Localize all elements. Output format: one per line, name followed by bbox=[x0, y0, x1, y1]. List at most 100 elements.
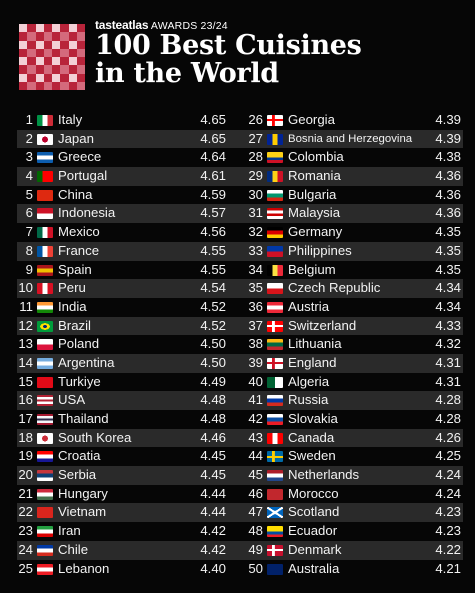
flag-icon bbox=[267, 432, 283, 444]
rank-number: 31 bbox=[248, 205, 263, 221]
checkered-logo-icon bbox=[19, 24, 85, 90]
cuisine-score: 4.24 bbox=[435, 467, 461, 483]
cuisine-name: Australia bbox=[288, 560, 340, 576]
rank-number: 41 bbox=[248, 392, 263, 408]
rank-number: 11 bbox=[19, 298, 33, 314]
cuisine-score: 4.55 bbox=[200, 242, 226, 258]
ranking-entry: 14 Argentina 4.50 bbox=[17, 354, 240, 373]
logo-square bbox=[52, 81, 61, 90]
cuisine-score: 4.36 bbox=[435, 205, 461, 221]
logo-square bbox=[43, 48, 52, 57]
flag-icon bbox=[267, 526, 283, 538]
ranking-entry: 13 Poland 4.50 bbox=[17, 335, 240, 354]
cuisine-name: Netherlands bbox=[288, 467, 360, 483]
table-row: 11 India 4.52 36 Austria 4.34 bbox=[17, 298, 463, 317]
logo-square bbox=[19, 40, 28, 49]
cuisine-score: 4.44 bbox=[200, 485, 226, 501]
ranking-entry: 23 Iran 4.42 bbox=[17, 522, 240, 541]
table-row: 18 South Korea 4.46 43 Canada 4.26 bbox=[17, 428, 463, 448]
cuisine-name: Canada bbox=[288, 429, 335, 445]
logo-square bbox=[52, 48, 61, 57]
cuisine-name: Czech Republic bbox=[288, 280, 381, 296]
logo-square bbox=[35, 81, 44, 90]
rank-number: 25 bbox=[18, 560, 33, 576]
ranking-entry: 35 Czech Republic 4.34 bbox=[245, 279, 463, 298]
table-row: 1 Italy 4.65 26 Georgia 4.39 bbox=[17, 111, 463, 130]
logo-square bbox=[76, 57, 85, 66]
flag-icon bbox=[37, 544, 53, 556]
ranking-entry: 39 England 4.31 bbox=[245, 354, 463, 373]
brand-line: tasteatlas AWARDS 23/24 bbox=[95, 18, 228, 32]
logo-square bbox=[68, 73, 77, 82]
flag-icon bbox=[37, 357, 53, 369]
brand-award: AWARDS 23/24 bbox=[150, 20, 228, 32]
cuisine-name: Iran bbox=[58, 523, 81, 539]
rank-number: 19 bbox=[18, 448, 33, 464]
ranking-entry: 43 Canada 4.26 bbox=[245, 429, 463, 448]
rank-number: 35 bbox=[248, 280, 263, 296]
logo-square bbox=[68, 81, 77, 90]
ranking-entry: 25 Lebanon 4.40 bbox=[17, 560, 240, 579]
flag-icon bbox=[37, 189, 53, 201]
flag-icon bbox=[267, 320, 283, 332]
rank-number: 44 bbox=[248, 448, 263, 464]
cuisine-name: India bbox=[58, 298, 87, 314]
rank-number: 48 bbox=[248, 523, 263, 539]
logo-square bbox=[19, 32, 28, 41]
logo-square bbox=[19, 73, 28, 82]
cuisine-score: 4.54 bbox=[200, 280, 226, 296]
brand-name: tasteatlas bbox=[95, 18, 149, 32]
ranking-entry: 9 Spain 4.55 bbox=[17, 261, 240, 280]
flag-icon bbox=[37, 227, 53, 239]
cuisine-score: 4.50 bbox=[200, 336, 226, 352]
logo-square bbox=[52, 32, 61, 41]
logo-square bbox=[43, 57, 52, 66]
logo-square bbox=[76, 32, 85, 41]
cuisine-name: Sweden bbox=[288, 448, 336, 464]
cuisine-score: 4.25 bbox=[435, 448, 461, 464]
ranking-entry: 48 Ecuador 4.23 bbox=[245, 522, 463, 541]
ranking-entry: 42 Slovakia 4.28 bbox=[245, 410, 463, 429]
rank-number: 39 bbox=[248, 354, 263, 370]
table-row: 6 Indonesia 4.57 31 Malaysia 4.36 bbox=[17, 204, 463, 224]
cuisine-name: Belgium bbox=[288, 261, 336, 277]
logo-square bbox=[19, 48, 28, 57]
rank-number: 50 bbox=[248, 560, 263, 576]
rank-number: 27 bbox=[248, 130, 263, 146]
logo-square bbox=[76, 40, 85, 49]
flag-icon bbox=[37, 320, 53, 332]
rank-number: 30 bbox=[248, 186, 263, 202]
logo-square bbox=[76, 73, 85, 82]
cuisine-name: Croatia bbox=[58, 448, 101, 464]
cuisine-score: 4.35 bbox=[435, 242, 461, 258]
ranking-entry: 2 Japan 4.65 bbox=[17, 130, 240, 149]
logo-square bbox=[60, 40, 69, 49]
logo-square bbox=[35, 24, 44, 33]
rank-number: 3 bbox=[25, 149, 33, 165]
title-line-1: 100 Best Cuisines bbox=[95, 30, 362, 61]
cuisine-score: 4.35 bbox=[435, 261, 461, 277]
cuisine-score: 4.59 bbox=[200, 186, 226, 202]
ranking-entry: 6 Indonesia 4.57 bbox=[17, 204, 240, 223]
cuisine-score: 4.39 bbox=[435, 112, 461, 127]
ranking-entry: 29 Romania 4.36 bbox=[245, 167, 463, 186]
cuisine-name: England bbox=[288, 354, 337, 370]
cuisine-score: 4.28 bbox=[435, 392, 461, 408]
logo-square bbox=[60, 57, 69, 66]
rank-number: 33 bbox=[248, 242, 263, 258]
ranking-entry: 34 Belgium 4.35 bbox=[245, 261, 463, 280]
ranking-entry: 44 Sweden 4.25 bbox=[245, 447, 463, 466]
table-row: 12 Brazil 4.52 37 Switzerland 4.33 bbox=[17, 316, 463, 336]
cuisine-score: 4.42 bbox=[200, 541, 226, 557]
table-row: 24 Chile 4.42 49 Denmark 4.22 bbox=[17, 540, 463, 560]
rank-number: 28 bbox=[248, 149, 263, 165]
rank-number: 2 bbox=[25, 130, 33, 146]
cuisine-name: Ecuador bbox=[288, 523, 338, 539]
rank-number: 12 bbox=[18, 317, 33, 333]
flag-icon bbox=[37, 133, 53, 145]
cuisine-score: 4.65 bbox=[200, 130, 226, 146]
table-row: 8 France 4.55 33 Philippines 4.35 bbox=[17, 241, 463, 261]
cuisine-score: 4.64 bbox=[200, 149, 226, 165]
rank-number: 34 bbox=[248, 261, 263, 277]
rank-number: 43 bbox=[248, 429, 263, 445]
